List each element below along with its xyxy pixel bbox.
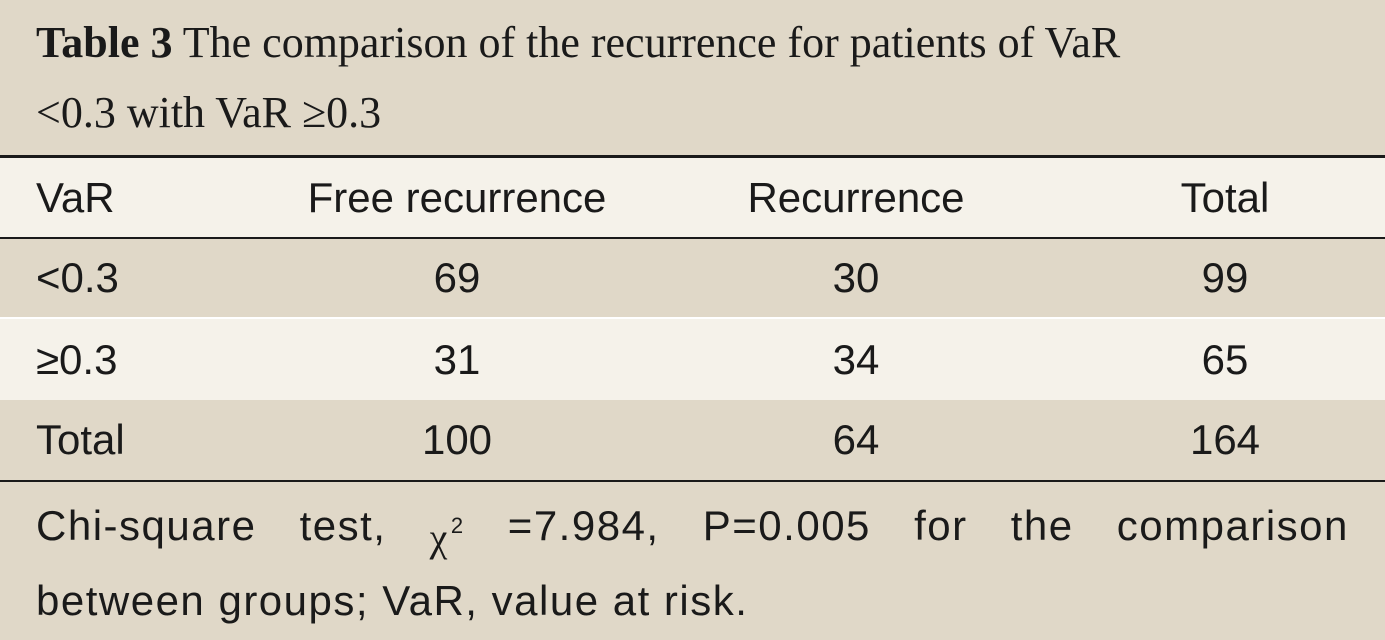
header-rule — [0, 237, 1385, 239]
table-footnote: Chi-square test, χ2 =7.984, P=0.005 for … — [0, 482, 1385, 640]
cell-total: 65 — [1201, 335, 1249, 383]
cell-recurrence: 30 — [832, 254, 880, 301]
superscript-two: 2 — [450, 513, 465, 538]
footnote-word: Chi-square — [36, 502, 257, 549]
cell-recurrence: 34 — [832, 335, 880, 383]
caption-line-1: Table 3 The comparison of the recurrence… — [36, 8, 1349, 78]
caption-text: The comparison of the recurrence for pat… — [182, 18, 1121, 67]
footnote-word: test, — [299, 502, 387, 549]
footnote-word: comparison — [1116, 502, 1349, 549]
cell-total: 99 — [1201, 254, 1249, 301]
footnote-word: P=0.005 — [702, 502, 871, 549]
header-cell-recurrence: Recurrence — [747, 173, 965, 221]
header-cell-total: Total — [1180, 173, 1270, 221]
header-row: VaR Free recurrence Recurrence Total — [0, 158, 1385, 237]
header-cell-free-recurrence: Free recurrence — [307, 173, 607, 221]
cell-free-recurrence: 100 — [421, 416, 493, 463]
footnote-word: for — [914, 502, 968, 549]
row-label: ≥0.3 — [36, 335, 118, 383]
footnote-line-2: between groups; VaR, value at risk. — [36, 577, 749, 624]
table-row: <0.3 69 30 99 — [0, 239, 1385, 317]
row-label: Total — [36, 416, 125, 463]
top-rule — [0, 155, 1385, 158]
footnote-word: =7.984, — [507, 502, 660, 549]
row-label: <0.3 — [36, 254, 119, 301]
footnote-word: the — [1010, 502, 1074, 549]
table-row: Total 100 64 164 — [0, 400, 1385, 480]
row-divider — [0, 317, 1385, 319]
table-caption: Table 3 The comparison of the recurrence… — [0, 0, 1385, 155]
chi-square-statistic: χ2 — [430, 501, 465, 563]
bottom-rule — [0, 480, 1385, 482]
footnote-line-1: Chi-square test, χ2 =7.984, P=0.005 for … — [36, 501, 1349, 563]
table-label: Table 3 — [36, 18, 173, 67]
caption-line-2: <0.3 with VaR ≥0.3 — [36, 88, 382, 137]
chi-symbol: χ — [429, 515, 449, 560]
table-row: ≥0.3 31 34 65 — [0, 319, 1385, 400]
cell-free-recurrence: 69 — [433, 254, 481, 301]
cell-total: 164 — [1189, 416, 1261, 463]
header-cell-var: VaR — [36, 173, 115, 221]
cell-free-recurrence: 31 — [433, 335, 481, 383]
cell-recurrence: 64 — [832, 416, 880, 463]
